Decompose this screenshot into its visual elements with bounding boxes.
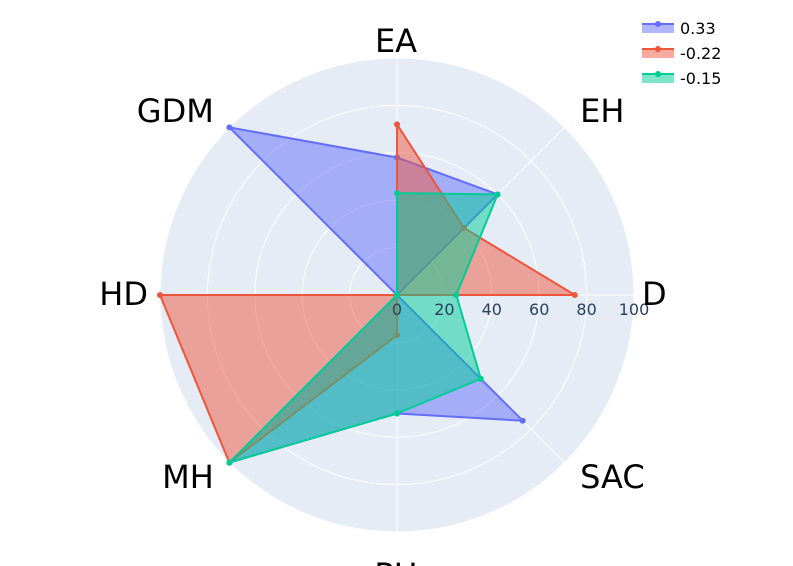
angular-label-gdm: GDM (137, 92, 214, 130)
data-point[interactable] (394, 292, 400, 298)
legend-swatch (642, 24, 674, 33)
data-point[interactable] (453, 292, 460, 298)
legend-marker (655, 21, 661, 27)
radial-tick-label: 60 (529, 300, 549, 319)
angular-label-mh: MH (162, 458, 214, 496)
legend-marker (655, 71, 661, 77)
data-point[interactable] (571, 292, 578, 298)
legend-marker (655, 46, 661, 52)
data-point[interactable] (157, 292, 163, 298)
legend-swatch (642, 74, 674, 83)
data-point[interactable] (394, 190, 400, 197)
angular-label-d: D (642, 275, 667, 313)
angular-label-ea: EA (375, 22, 417, 60)
legend-swatch (642, 49, 674, 58)
legend[interactable]: 0.33 -0.22 -0.15 (642, 19, 721, 88)
angular-label-ph: PH (374, 556, 417, 566)
radial-tick-label: 20 (434, 300, 454, 319)
data-point[interactable] (226, 459, 233, 466)
data-point[interactable] (477, 375, 484, 382)
angular-label-eh: EH (580, 92, 624, 130)
angular-labels: EA EH D SAC PH MH HD GDM (99, 22, 666, 566)
angular-label-hd: HD (99, 275, 148, 313)
series-area (228, 192, 499, 464)
data-point[interactable] (394, 410, 400, 417)
legend-item[interactable]: -0.15 (642, 69, 721, 88)
data-point[interactable] (494, 191, 501, 198)
series-2 (226, 190, 501, 466)
radial-tick-label: 80 (576, 300, 596, 319)
angular-label-sac: SAC (580, 458, 645, 496)
radial-ticks: 0 20 40 60 80 100 (392, 300, 649, 319)
legend-label: 0.33 (680, 19, 716, 38)
legend-item[interactable]: 0.33 (642, 19, 716, 38)
legend-item[interactable]: -0.22 (642, 44, 721, 63)
series-layer (157, 121, 578, 466)
data-point[interactable] (519, 417, 526, 424)
data-point[interactable] (394, 121, 400, 128)
legend-label: -0.15 (680, 69, 721, 88)
radial-tick-label: 0 (392, 300, 402, 319)
radial-tick-label: 40 (482, 300, 502, 319)
data-point[interactable] (226, 124, 233, 131)
radial-tick-label: 100 (619, 300, 650, 319)
legend-label: -0.22 (680, 44, 721, 63)
